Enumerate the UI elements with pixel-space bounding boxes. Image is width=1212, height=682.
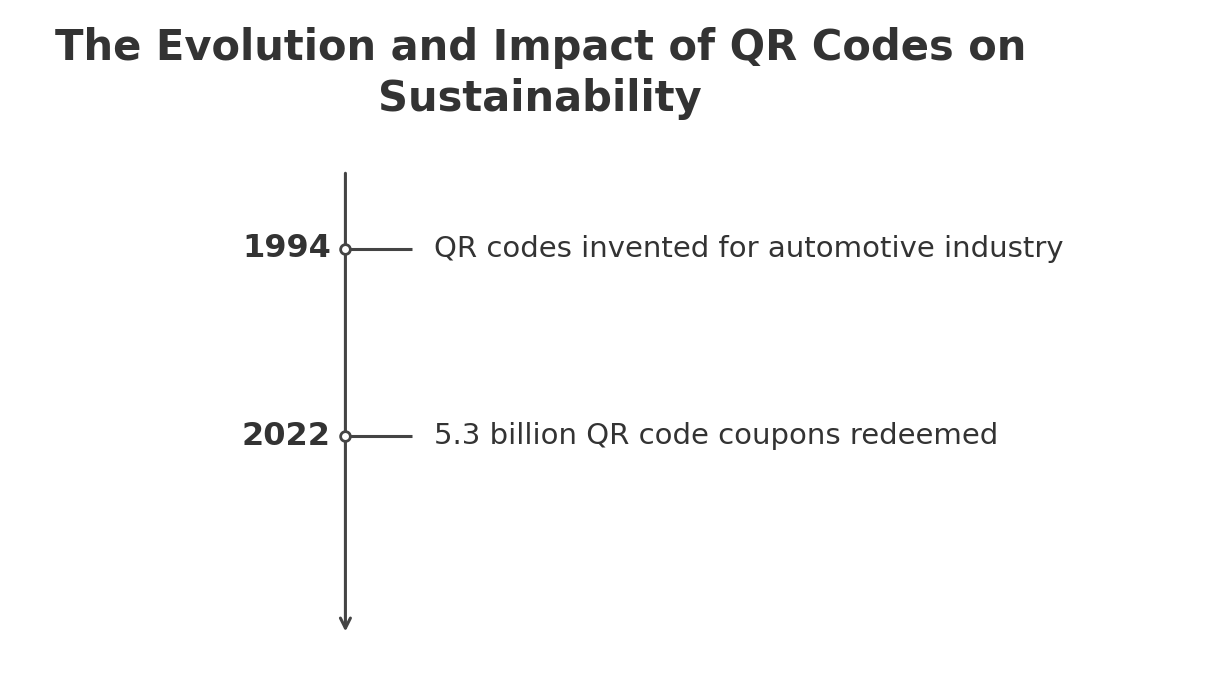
Text: 1994: 1994 xyxy=(242,233,331,265)
Text: 5.3 billion QR code coupons redeemed: 5.3 billion QR code coupons redeemed xyxy=(434,422,999,451)
Text: 2022: 2022 xyxy=(242,421,331,452)
Text: The Evolution and Impact of QR Codes on
Sustainability: The Evolution and Impact of QR Codes on … xyxy=(55,27,1025,119)
Text: QR codes invented for automotive industry: QR codes invented for automotive industr… xyxy=(434,235,1063,263)
